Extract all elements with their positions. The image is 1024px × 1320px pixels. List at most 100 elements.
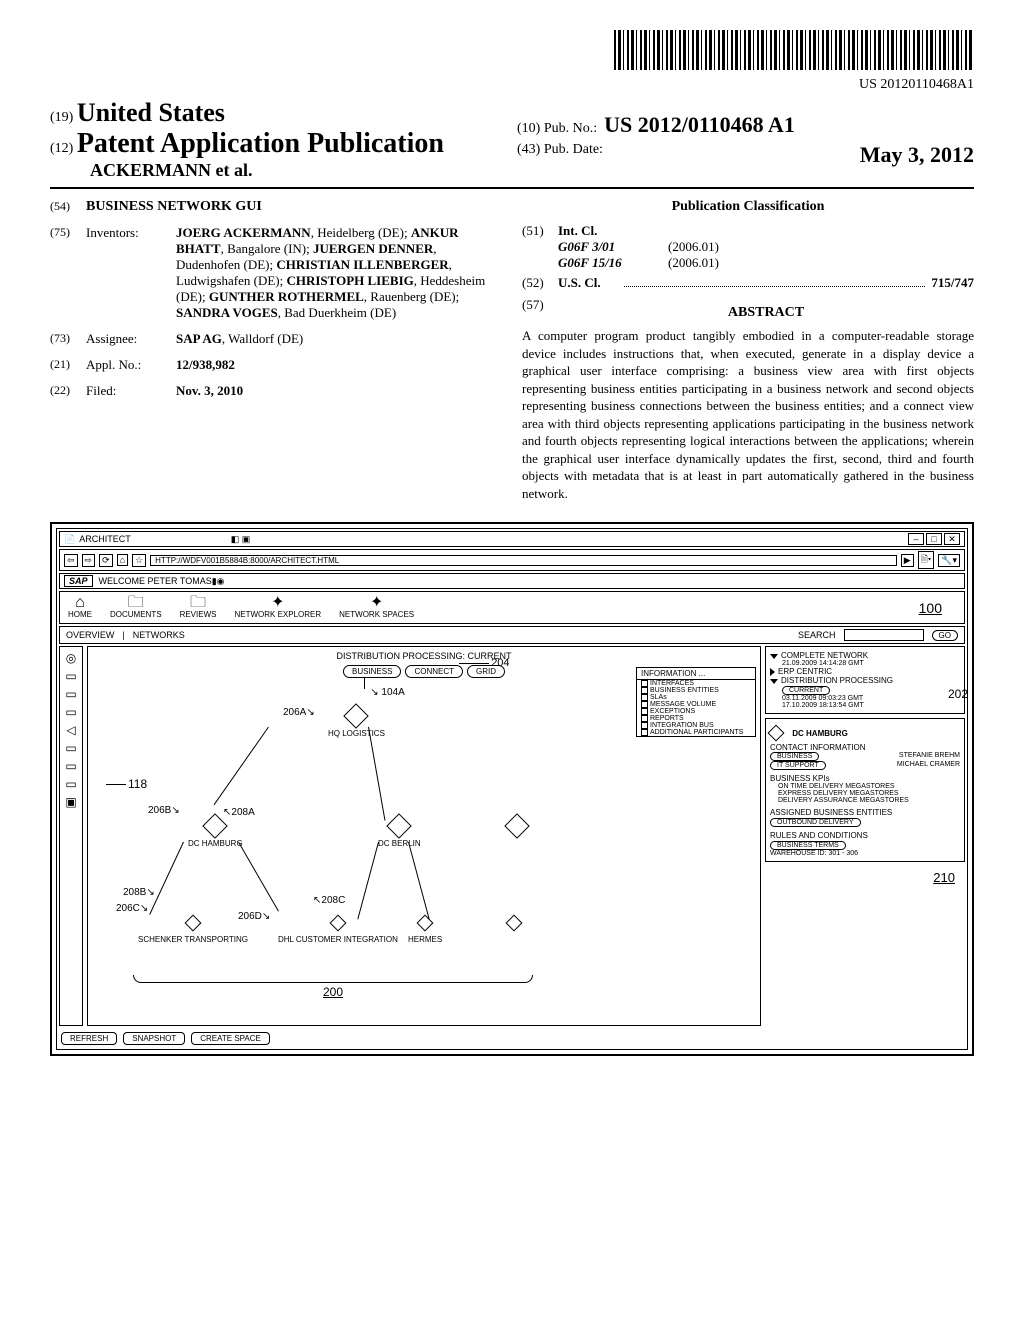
back-button[interactable]: ⇦	[64, 554, 78, 567]
url-input[interactable]: HTTP://WDFV001B5884B:8000/ARCHITECT.HTML	[150, 555, 897, 566]
info-item[interactable]: ADDITIONAL PARTICIPANTS	[637, 729, 755, 736]
reload-button[interactable]: ⟳	[99, 554, 113, 567]
kpi-2: EXPRESS DELIVERY MEGASTORES	[770, 790, 960, 797]
tool-4[interactable]: ▭	[65, 741, 76, 755]
authors: ACKERMANN et al.	[50, 160, 507, 181]
tool-6[interactable]: ▭	[65, 777, 76, 791]
info-item[interactable]: INTEGRATION BUS	[637, 722, 755, 729]
tree-dist[interactable]: DISTRIBUTION PROCESSING	[781, 676, 893, 685]
go-button[interactable]: GO	[932, 630, 958, 641]
info-item[interactable]: EXCEPTIONS	[637, 708, 755, 715]
assignee: SAP AG, Walldorf (DE)	[176, 331, 502, 347]
tool-box-icon[interactable]: ▣	[65, 795, 76, 809]
tab-icons: ◧ ▣	[231, 534, 251, 545]
node-hermes[interactable]: HERMES	[408, 917, 442, 944]
canvas: DISTRIBUTION PROCESSING: CURRENT 204 BUS…	[87, 646, 761, 1026]
doc-icon: 📄	[64, 534, 75, 545]
tree-date3: 17.10.2009 18:13:54 GMT	[770, 702, 960, 709]
tool-3[interactable]: ▭	[65, 705, 76, 719]
contact-it[interactable]: IT SUPPORT	[770, 761, 826, 770]
tree-current[interactable]: CURRENT	[782, 686, 830, 695]
node-dch[interactable]: DC HAMBURG	[188, 817, 243, 848]
rules-pill[interactable]: BUSINESS TERMS	[770, 841, 846, 850]
forward-button[interactable]: ⇨	[82, 554, 96, 567]
tab-network-spaces[interactable]: ✦NETWORK SPACES	[333, 594, 420, 621]
info-item[interactable]: SLAs	[637, 694, 755, 701]
dc-hamburg-title: DC HAMBURG	[792, 729, 848, 738]
refresh-button[interactable]: REFRESH	[61, 1032, 117, 1045]
intcl2-year: (2006.01)	[668, 255, 768, 271]
pill-business[interactable]: BUSINESS	[343, 665, 401, 678]
abe-title: ASSIGNED BUSINESS ENTITIES	[770, 808, 960, 817]
minimize-button[interactable]: –	[908, 533, 924, 545]
search-input[interactable]	[844, 629, 924, 641]
tools-button[interactable]: 🔧▾	[938, 554, 960, 567]
tree-complete[interactable]: COMPLETE NETWORK	[781, 651, 868, 660]
network-tree: COMPLETE NETWORK 21.09.2009 14:14:28 GMT…	[765, 646, 965, 714]
node-schenker[interactable]: SCHENKER TRANSPORTING	[138, 917, 248, 944]
code-43: (43)	[517, 142, 540, 157]
kpi-1: ON TIME DELIVERY MEGASTORES	[770, 783, 960, 790]
app-code: (21)	[50, 357, 86, 373]
window-titlebar: 📄 ARCHITECT ◧ ▣ – □ ✕	[59, 531, 965, 547]
home-button[interactable]: ⌂	[117, 554, 128, 566]
node-dcb[interactable]: DC BERLIN	[378, 817, 421, 848]
tool-left-icon[interactable]: ◁	[66, 723, 75, 737]
tab-reviews[interactable]: 🗀REVIEWS	[174, 594, 223, 621]
int-label: Int. Cl.	[558, 223, 618, 239]
node-extra1	[508, 817, 526, 835]
us-val: 715/747	[931, 275, 974, 291]
page-button[interactable]: 🗎▾	[918, 551, 935, 569]
tab-home[interactable]: ⌂HOME	[62, 594, 98, 621]
snapshot-button[interactable]: SNAPSHOT	[123, 1032, 185, 1045]
info-item[interactable]: INTERFACES	[637, 680, 755, 687]
tool-1[interactable]: ▭	[65, 669, 76, 683]
tab-documents[interactable]: 🗀DOCUMENTS	[104, 594, 168, 621]
pubdate: May 3, 2012	[860, 142, 974, 168]
subtab-networks[interactable]: NETWORKS	[133, 630, 185, 640]
tool-strip: ◎ ▭ ▭ ▭ ◁ ▭ ▭ ▭ ▣	[59, 646, 83, 1026]
tool-eye-icon[interactable]: ◎	[66, 651, 76, 665]
play-button[interactable]: ▶	[901, 554, 914, 567]
contact-business[interactable]: BUSINESS	[770, 752, 819, 761]
intcl1-year: (2006.01)	[668, 239, 768, 255]
create-space-button[interactable]: CREATE SPACE	[191, 1032, 270, 1045]
kpi-3: DELIVERY ASSURANCE MEGASTORES	[770, 797, 960, 804]
canvas-title: DISTRIBUTION PROCESSING: CURRENT	[336, 651, 511, 661]
bookmark-button[interactable]: ☆	[132, 554, 146, 567]
filed-date: Nov. 3, 2010	[176, 383, 502, 399]
title-code: (54)	[50, 199, 86, 215]
tab-network-explorer[interactable]: ✦NETWORK EXPLORER	[228, 594, 327, 621]
maximize-button[interactable]: □	[926, 533, 942, 545]
pill-grid[interactable]: GRID	[467, 665, 505, 678]
tree-date2: 03.11.2009 09:03:23 GMT	[770, 695, 960, 702]
abstract-body: A computer program product tangibly embo…	[522, 327, 974, 502]
search-label: SEARCH	[798, 630, 836, 640]
ref-206a: 206A↘	[283, 707, 315, 718]
pill-connect[interactable]: CONNECT	[405, 665, 463, 678]
info-item[interactable]: BUSINESS ENTITIES	[637, 687, 755, 694]
country: United States	[77, 98, 225, 127]
info-item[interactable]: REPORTS	[637, 715, 755, 722]
ref-206d: 206D↘	[238, 911, 270, 922]
ref-206b: 206B↘	[148, 805, 180, 816]
ref-100: 100	[919, 600, 962, 616]
brace-200: 200	[133, 975, 533, 999]
tree-date1: 21.09.2009 14:14:28 GMT	[770, 660, 960, 667]
abe-pill[interactable]: OUTBOUND DELIVERY	[770, 818, 861, 827]
user-icon[interactable]: ▮◉	[212, 576, 225, 587]
filed-code: (22)	[50, 383, 86, 399]
tool-2[interactable]: ▭	[65, 687, 76, 701]
close-button[interactable]: ✕	[944, 533, 960, 545]
contact-title: CONTACT INFORMATION	[770, 743, 960, 752]
node-hq[interactable]: HQ LOGISTICS	[328, 707, 385, 738]
info-item[interactable]: MESSAGE VOLUME	[637, 701, 755, 708]
tool-5[interactable]: ▭	[65, 759, 76, 773]
header: (19) United States (12) Patent Applicati…	[50, 98, 974, 189]
abstract-title: ABSTRACT	[558, 305, 974, 321]
barcode	[614, 30, 974, 70]
tree-erp[interactable]: ERP CENTRIC	[778, 667, 832, 676]
app-label: Appl. No.:	[86, 357, 176, 373]
subtab-overview[interactable]: OVERVIEW	[66, 630, 114, 640]
node-dhl[interactable]: DHL CUSTOMER INTEGRATION	[278, 917, 398, 944]
